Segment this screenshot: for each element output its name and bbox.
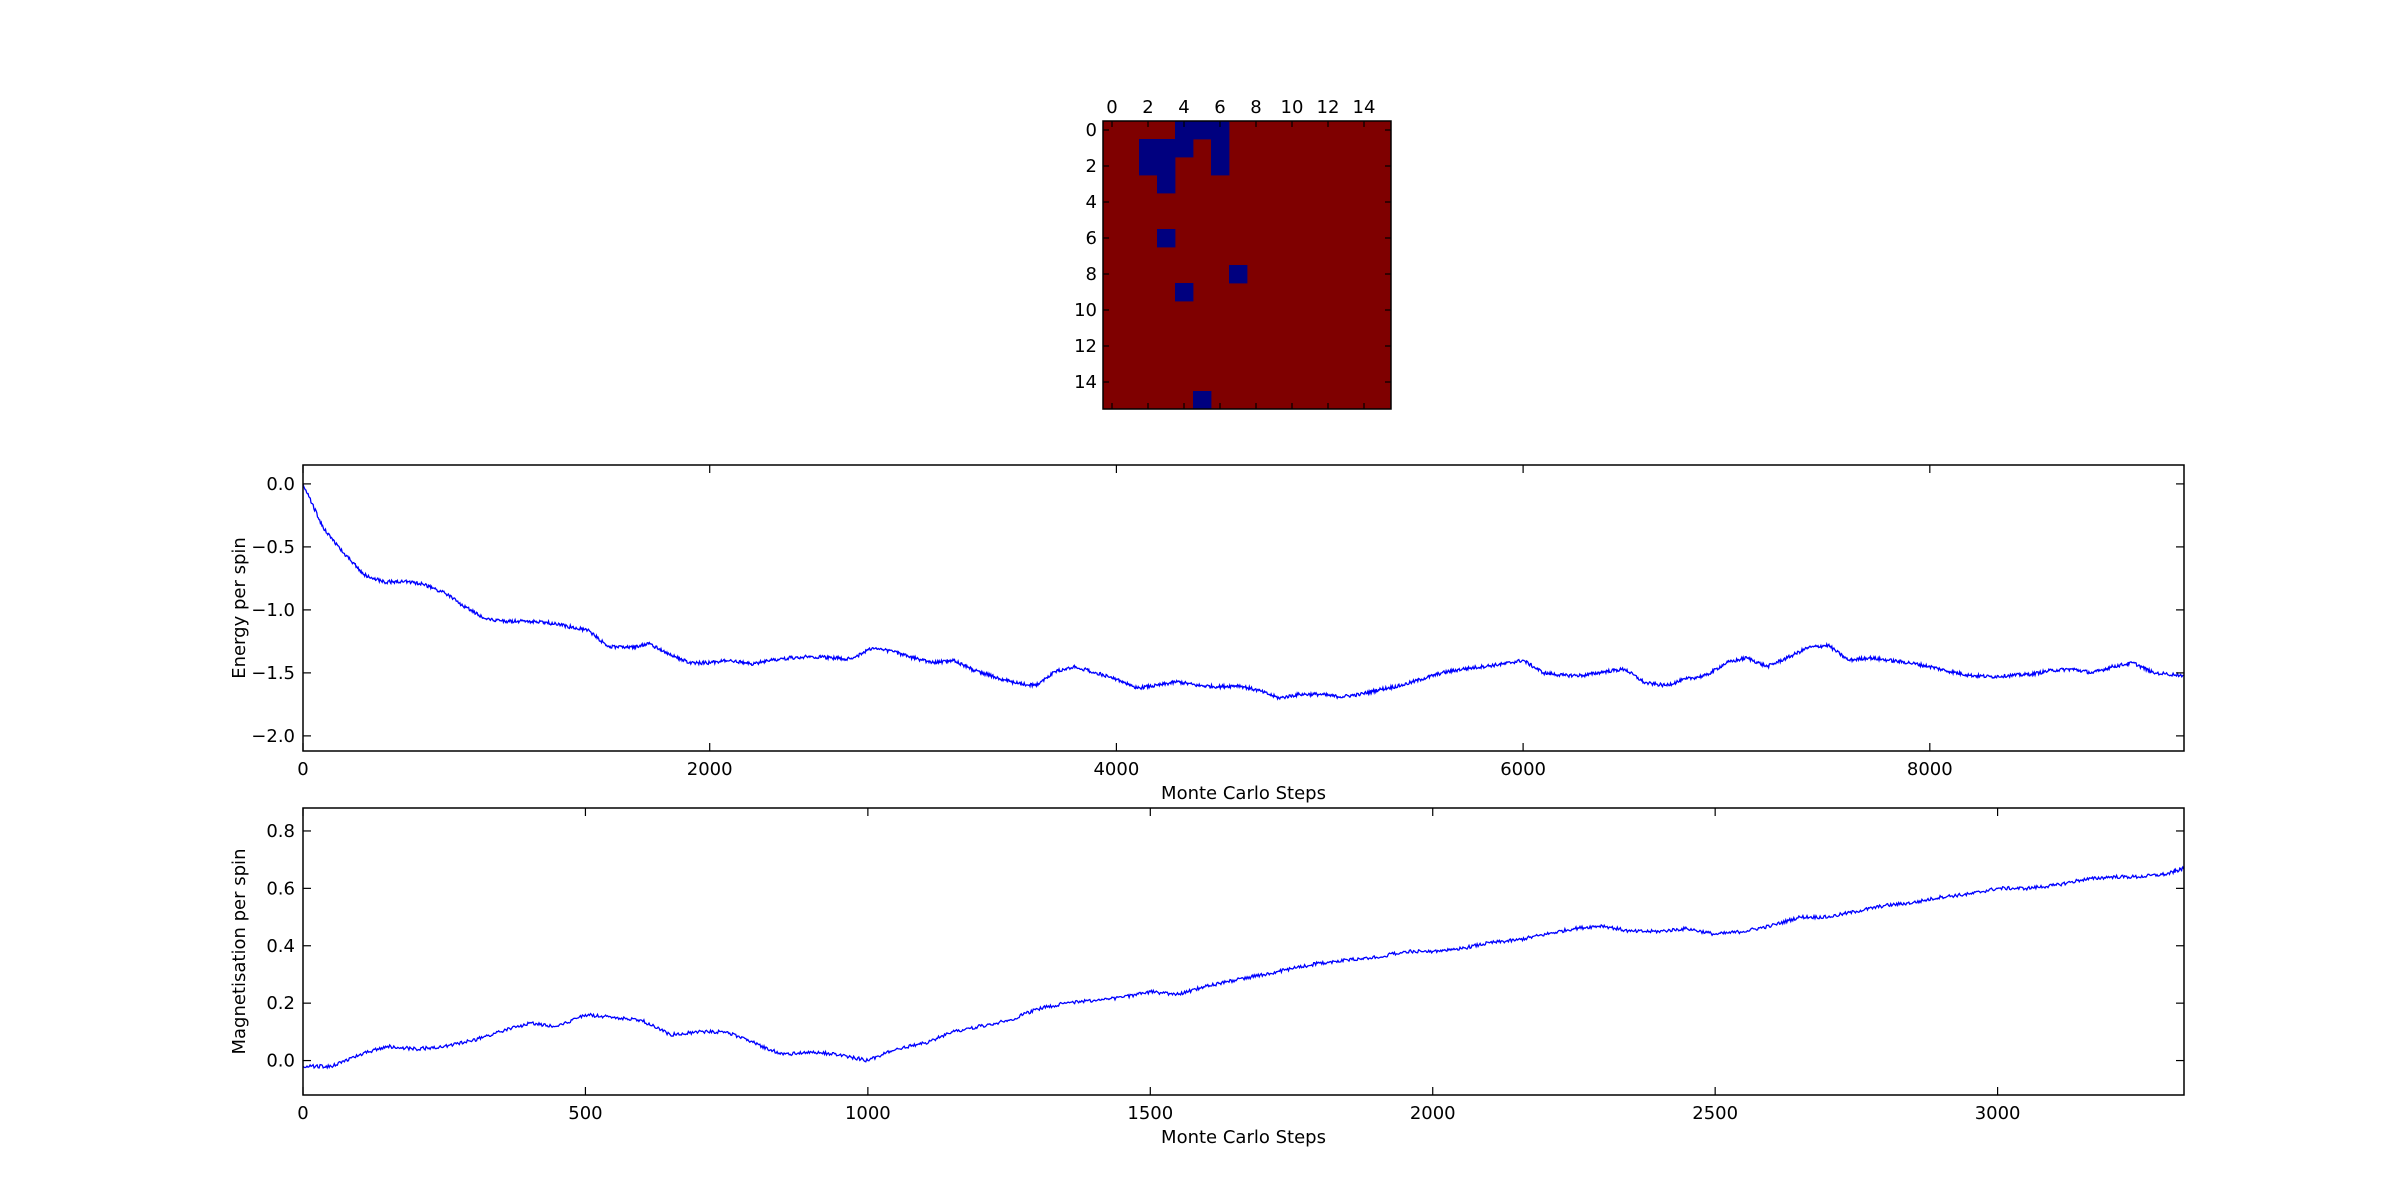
energy-x-tick-label: 0 — [297, 759, 308, 780]
heatmap-cell — [1175, 139, 1194, 158]
heatmap-cell — [1193, 391, 1212, 410]
energy-y-tick-label: −2.0 — [251, 726, 295, 747]
magnet-y-tick-label: 0.4 — [266, 936, 295, 957]
heatmap-cell — [1157, 229, 1176, 248]
magnet-y-tick-label: 0.8 — [266, 821, 295, 842]
energy-x-tick-label: 8000 — [1907, 759, 1953, 780]
magnet-x-tick-label: 2000 — [1410, 1103, 1456, 1124]
heatmap-y-tick-label: 12 — [1074, 336, 1097, 357]
energy-x-tick-label: 6000 — [1500, 759, 1546, 780]
heatmap-y-tick-label: 8 — [1086, 264, 1097, 285]
magnetisation-per-spin-chart: 0 500 1000 1500 2000 2500 3000 0.0 0.2 0.4 0.6 0.8 M… — [229, 807, 2185, 1148]
heatmap-cell — [1157, 157, 1176, 176]
energy-y-tick-label: 0.0 — [266, 474, 295, 495]
magnet-y-tick-label: 0.0 — [266, 1051, 295, 1072]
magnet-y-axis-label: Magnetisation per spin — [229, 849, 250, 1055]
magnet-x-tick-label: 0 — [297, 1103, 308, 1124]
heatmap-cell — [1175, 283, 1194, 302]
magnet-y-tick-label: 0.2 — [266, 993, 295, 1014]
magnet-series-line — [302, 865, 2185, 1070]
heatmap-cell — [1157, 175, 1176, 194]
magnet-x-tick-label: 1500 — [1127, 1103, 1173, 1124]
heatmap-cell — [1193, 121, 1212, 140]
heatmap-cell — [1211, 139, 1230, 158]
magnet-x-tick-label: 3000 — [1975, 1103, 2021, 1124]
magnet-x-axis-label: Monte Carlo Steps — [1161, 1127, 1326, 1148]
heatmap-x-tick-label: 2 — [1142, 97, 1153, 118]
heatmap-cell — [1211, 157, 1230, 176]
heatmap-x-tick-label: 14 — [1353, 97, 1376, 118]
energy-x-tick-label: 4000 — [1093, 759, 1139, 780]
magnet-x-tick-label: 1000 — [845, 1103, 891, 1124]
magnet-y-tick-label: 0.6 — [266, 878, 295, 899]
heatmap-x-tick-label: 0 — [1106, 97, 1117, 118]
magnet-x-tick-label: 2500 — [1692, 1103, 1738, 1124]
heatmap-cell — [1139, 157, 1158, 176]
heatmap-x-tick-label: 6 — [1214, 97, 1225, 118]
heatmap-x-tick-label: 10 — [1281, 97, 1304, 118]
energy-x-axis-label: Monte Carlo Steps — [1161, 783, 1326, 804]
energy-x-tick-label: 2000 — [687, 759, 733, 780]
heatmap-cell — [1139, 139, 1158, 158]
energy-y-tick-label: −1.0 — [251, 600, 295, 621]
heatmap-x-tick-label: 4 — [1178, 97, 1189, 118]
energy-y-tick-label: −1.5 — [251, 663, 295, 684]
magnet-axes-frame — [302, 807, 2185, 1096]
energy-series-line — [302, 483, 2184, 701]
heatmap-y-tick-label: 10 — [1074, 300, 1097, 321]
energy-axes-frame — [302, 464, 2185, 752]
heatmap-cell — [1211, 121, 1230, 140]
energy-y-axis-label: Energy per spin — [229, 537, 250, 679]
spin-lattice-heatmap: 0 2 4 6 8 10 12 14 0 2 4 6 8 10 12 14 — [1074, 97, 1392, 410]
energy-y-tick-label: −0.5 — [251, 537, 295, 558]
heatmap-cell — [1157, 139, 1176, 158]
heatmap-y-tick-label: 0 — [1086, 120, 1097, 141]
heatmap-x-tick-label: 8 — [1250, 97, 1261, 118]
heatmap-y-tick-label: 4 — [1086, 192, 1097, 213]
heatmap-cell — [1229, 265, 1248, 284]
heatmap-x-tick-label: 12 — [1317, 97, 1340, 118]
heatmap-cell — [1175, 121, 1194, 140]
magnet-x-tick-label: 500 — [568, 1103, 602, 1124]
heatmap-y-tick-label: 6 — [1086, 228, 1097, 249]
heatmap-frame — [1102, 120, 1392, 410]
heatmap-y-tick-label: 2 — [1086, 156, 1097, 177]
heatmap-y-tick-label: 14 — [1074, 372, 1097, 393]
energy-per-spin-chart: 0 2000 4000 6000 8000 0.0 −0.5 −1.0 −1.5 −2.0 Mont… — [229, 464, 2185, 804]
